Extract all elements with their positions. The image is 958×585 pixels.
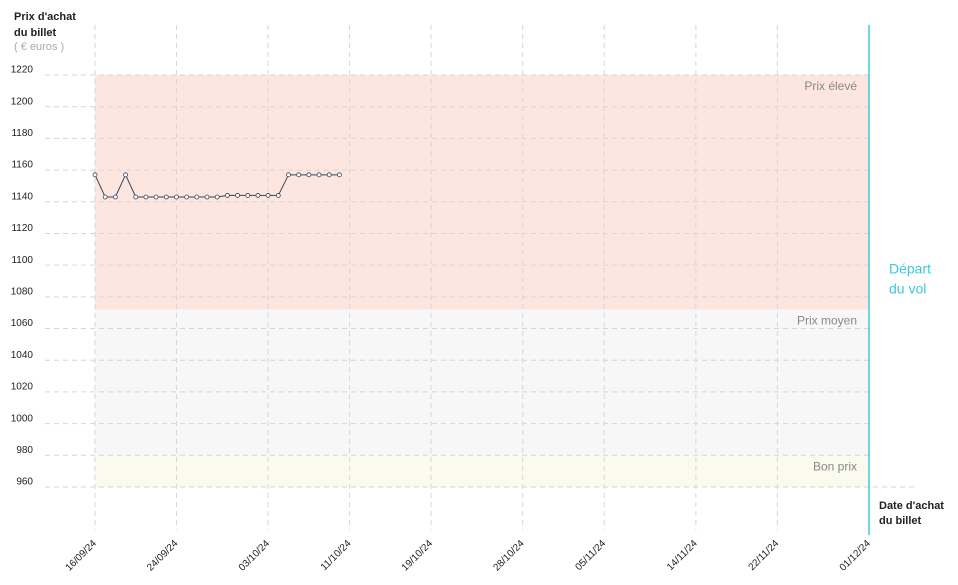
y-tick-label: 1220 (11, 65, 34, 76)
band-label: Prix moyen (797, 314, 857, 328)
price-point (245, 193, 251, 198)
y-tick-label: 1080 (11, 286, 34, 297)
y-label: du billet (14, 27, 57, 39)
y-tick-label: 960 (16, 477, 33, 488)
price-point (326, 172, 332, 178)
x-tick-label: 03/10/24 (237, 538, 273, 574)
y-tick-label: 1160 (11, 160, 33, 171)
price-point (316, 172, 322, 178)
price-point (153, 194, 159, 200)
y-tick-label: 1100 (11, 255, 33, 266)
y-tick-label: 1120 (11, 223, 33, 234)
price-point (133, 194, 139, 200)
y-tick-label: 1040 (11, 350, 34, 361)
price-point (255, 193, 261, 198)
y-unit: ( € euros ) (14, 41, 64, 53)
price-point (163, 194, 169, 200)
band-label: Prix élevé (804, 79, 857, 93)
y-tick-label: 980 (16, 445, 33, 456)
price-point (184, 194, 190, 200)
x-tick-label: 16/09/24 (64, 538, 100, 574)
x-tick-label: 28/10/24 (491, 538, 527, 574)
departure-label: du vol (889, 281, 926, 297)
y-tick-label: 1200 (11, 96, 34, 107)
y-tick-label: 1060 (11, 318, 34, 329)
price-point (102, 194, 108, 200)
price-point (112, 194, 118, 200)
band-label: Bon prix (813, 459, 857, 473)
y-label: Prix d'achat (14, 11, 76, 23)
y-tick-label: 1140 (11, 191, 33, 202)
y-tick-label: 1020 (11, 382, 34, 393)
departure-label: Départ (889, 261, 931, 277)
price-point (224, 193, 230, 198)
price-point (275, 193, 281, 198)
x-tick-label: 19/10/24 (400, 538, 436, 574)
x-tick-label: 14/11/24 (665, 538, 700, 573)
price-point (143, 194, 149, 200)
price-point (265, 193, 271, 198)
y-tick-label: 1180 (11, 128, 33, 139)
price-point (214, 194, 220, 200)
price-point (235, 193, 240, 198)
price-point (204, 194, 210, 200)
price-band (95, 309, 869, 456)
price-point (194, 194, 200, 200)
price-band (95, 75, 869, 310)
x-tick-label: 11/10/24 (319, 538, 354, 573)
price-point (286, 172, 291, 178)
price-point (123, 172, 128, 178)
x-tick-label: 24/09/24 (145, 538, 181, 574)
x-tick-label: 05/11/24 (573, 538, 608, 573)
price-point (296, 172, 302, 178)
price-point (92, 172, 98, 178)
x-label: Date d'achat (879, 500, 944, 512)
y-tick-label: 1000 (11, 413, 34, 424)
x-tick-label: 22/11/24 (747, 538, 782, 573)
price-point (337, 172, 342, 178)
price-point (174, 194, 179, 200)
price-point (306, 172, 312, 178)
price-band (95, 455, 869, 487)
x-tick-label: 01/12/24 (838, 538, 874, 574)
x-label: du billet (879, 515, 922, 527)
